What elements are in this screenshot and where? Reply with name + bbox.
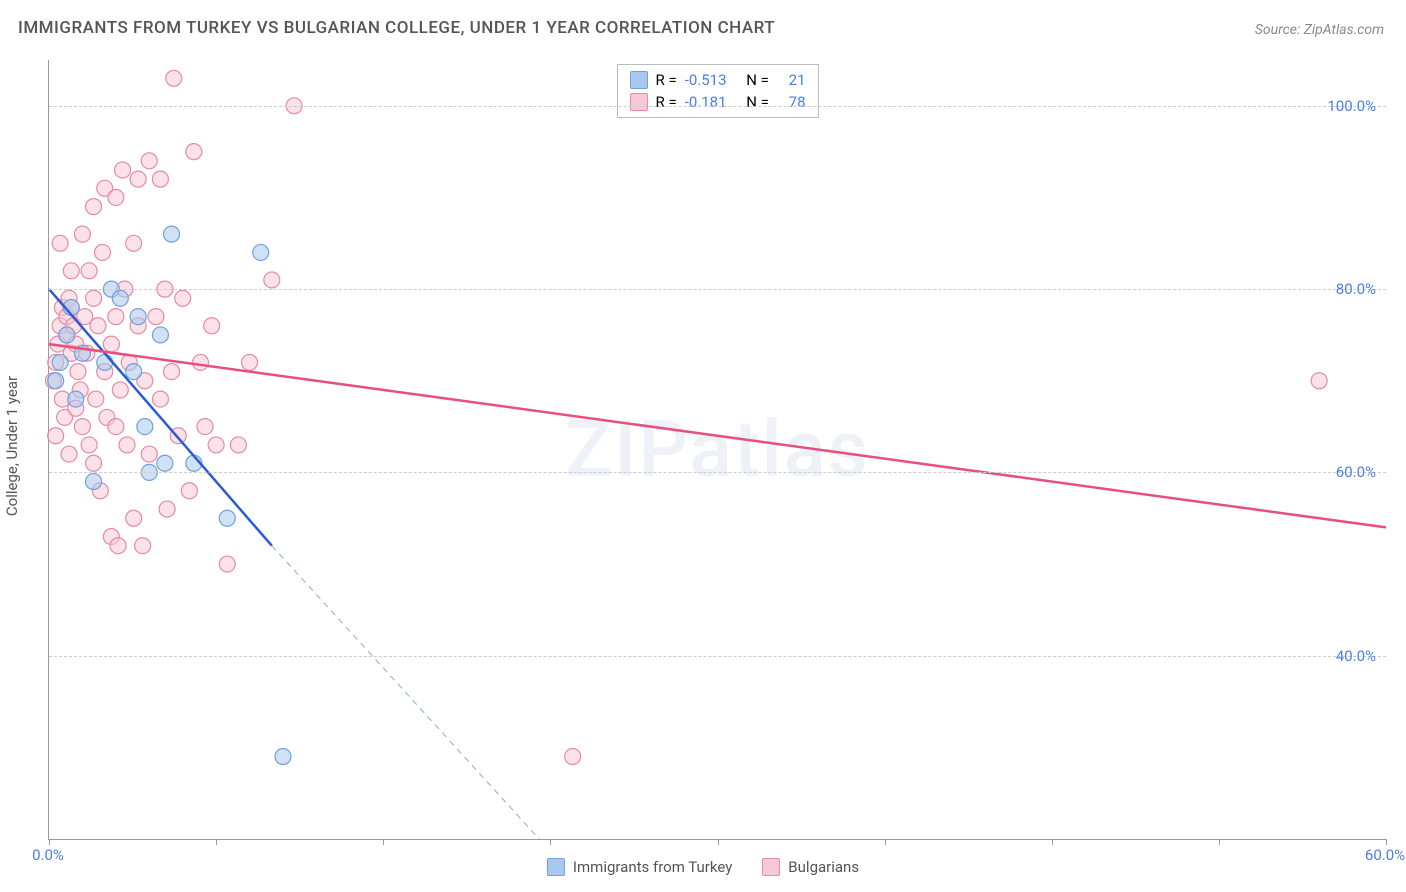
r-label: R = bbox=[655, 71, 676, 89]
x-legend-turkey: Immigrants from Turkey bbox=[547, 858, 732, 876]
gridline bbox=[49, 472, 1386, 473]
xtick bbox=[49, 839, 50, 845]
x-axis-legend: Immigrants from Turkey Bulgarians bbox=[547, 858, 859, 876]
n-value-bulgarians: 78 bbox=[789, 93, 806, 111]
swatch-bulgarians bbox=[762, 858, 780, 876]
xtick-label-last: 60.0% bbox=[1365, 846, 1405, 864]
swatch-bulgarians bbox=[629, 93, 647, 111]
xtick bbox=[1219, 839, 1220, 845]
chart-title: IMMIGRANTS FROM TURKEY VS BULGARIAN COLL… bbox=[18, 18, 775, 38]
xtick bbox=[885, 839, 886, 845]
ytick-label: 100.0% bbox=[1327, 97, 1376, 115]
chart-svg bbox=[49, 60, 1386, 839]
source-label: Source: ZipAtlas.com bbox=[1255, 22, 1384, 38]
xtick bbox=[550, 839, 551, 845]
plot-area: ZIPatlas R = -0.513 N = 21 R = -0.181 N … bbox=[48, 60, 1386, 840]
gridline bbox=[49, 106, 1386, 107]
xtick bbox=[718, 839, 719, 845]
r-value-bulgarians: -0.181 bbox=[685, 93, 727, 111]
x-legend-label-turkey: Immigrants from Turkey bbox=[573, 858, 732, 876]
x-legend-label-bulgarians: Bulgarians bbox=[788, 858, 859, 876]
legend-row-bulgarians: R = -0.181 N = 78 bbox=[629, 91, 805, 113]
xtick bbox=[1386, 839, 1387, 845]
xtick-label-first: 0.0% bbox=[32, 846, 64, 864]
x-legend-bulgarians: Bulgarians bbox=[762, 858, 859, 876]
r-label: R = bbox=[655, 93, 676, 111]
n-label: N = bbox=[746, 93, 769, 111]
n-value-turkey: 21 bbox=[789, 71, 806, 89]
y-axis-label: College, Under 1 year bbox=[3, 376, 21, 516]
correlation-legend: R = -0.513 N = 21 R = -0.181 N = 78 bbox=[616, 64, 818, 118]
xtick bbox=[383, 839, 384, 845]
swatch-turkey bbox=[547, 858, 565, 876]
ytick-label: 80.0% bbox=[1336, 280, 1376, 298]
legend-row-turkey: R = -0.513 N = 21 bbox=[629, 69, 805, 91]
n-label: N = bbox=[746, 71, 769, 89]
ytick-label: 40.0% bbox=[1336, 647, 1376, 665]
xtick bbox=[216, 839, 217, 845]
gridline bbox=[49, 656, 1386, 657]
gridline bbox=[49, 289, 1386, 290]
ytick-label: 60.0% bbox=[1336, 463, 1376, 481]
xtick bbox=[1052, 839, 1053, 845]
swatch-turkey bbox=[629, 71, 647, 89]
r-value-turkey: -0.513 bbox=[685, 71, 727, 89]
